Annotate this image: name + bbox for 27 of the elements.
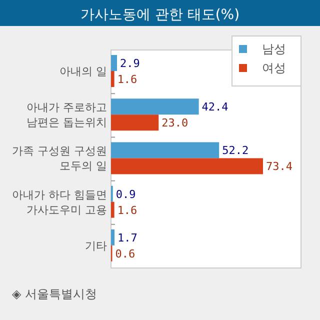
data-label: 0.9 (116, 188, 136, 201)
data-label: 1.6 (117, 73, 138, 86)
y-tick-label: 아내의 일 (60, 65, 107, 78)
data-label: 0.6 (115, 247, 136, 260)
legend-label: 남성 (262, 42, 286, 56)
y-tick-label: 아내가 하다 힘들면 가사도우미 고용 (12, 188, 107, 216)
bar (111, 142, 220, 158)
bar (111, 202, 114, 218)
y-tick-label: 가족 구성원 구성원 모두의 일 (12, 144, 107, 173)
y-tick-label: 아내가 주로하고 남편은 돕는위치 (26, 101, 107, 130)
chart-title: 가사노동에 관한 태도(%) (80, 7, 240, 23)
bar (111, 229, 115, 246)
data-label: 1.6 (117, 204, 138, 217)
bar (111, 98, 199, 115)
y-tick-label: 기타 (85, 239, 107, 252)
bar (111, 71, 114, 87)
data-label: 1.7 (118, 231, 138, 244)
bar (111, 158, 263, 174)
text: ◈ 서울특별시청 (12, 287, 98, 301)
data-label: 73.4 (266, 160, 293, 174)
data-label: 52.2 (222, 144, 249, 158)
bar (111, 55, 118, 71)
data-label: 42.4 (202, 100, 229, 114)
data-label: 2.9 (120, 57, 140, 70)
bar (111, 114, 159, 131)
legend-label: 여성 (262, 61, 286, 75)
data-label: 23.0 (162, 116, 188, 130)
